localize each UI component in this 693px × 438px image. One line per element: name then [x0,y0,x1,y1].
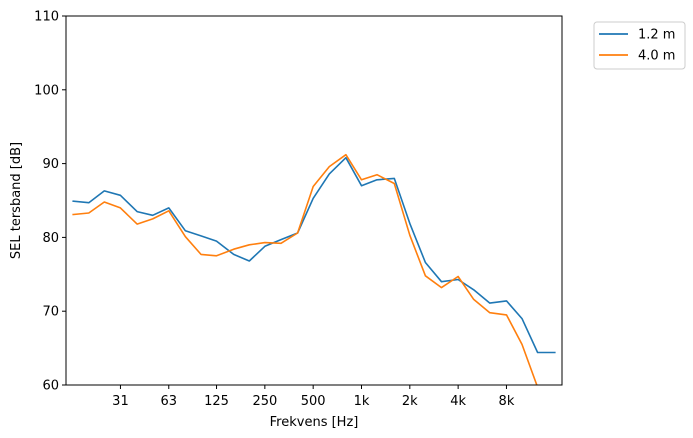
x-tick-label: 63 [160,394,177,409]
x-axis-label: Frekvens [Hz] [270,415,359,430]
legend-label-1: 1.2 m [638,28,675,43]
y-tick-label: 70 [42,305,59,320]
y-tick-label: 100 [34,83,59,98]
x-axis: 31 63 125 250 500 1k 2k 4k 8k [112,385,515,409]
x-tick-label: 250 [252,394,277,409]
x-tick-label: 2k [402,394,418,409]
x-tick-label: 1k [354,394,370,409]
legend-label-2: 4.0 m [638,49,675,64]
x-tick-label: 500 [301,394,326,409]
y-tick-label: 110 [34,10,59,25]
y-tick-label: 80 [42,231,59,246]
y-tick-label: 90 [42,157,59,172]
plot-frame [65,15,563,386]
y-axis-label: SEL tersband [dB] [9,142,24,259]
series-layer [72,153,556,385]
y-axis: 60 70 80 90 100 110 [34,10,66,394]
series-line-1 [72,156,556,354]
x-tick-label: 31 [112,394,129,409]
legend: 1.2 m 4.0 m [593,21,686,70]
x-tick-label: 4k [450,394,466,409]
y-tick-label: 60 [42,379,59,394]
series-line-2 [72,153,538,385]
x-tick-label: 8k [499,394,515,409]
x-tick-label: 125 [204,394,229,409]
